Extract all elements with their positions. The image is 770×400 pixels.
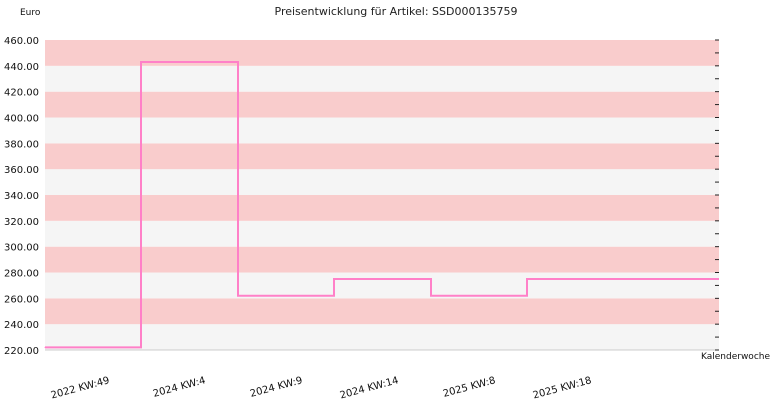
data-point <box>237 295 239 297</box>
y-tick-label: 300.00 <box>4 243 39 254</box>
x-axis-unit-label: Kalenderwoche <box>701 352 770 362</box>
data-point <box>333 295 335 297</box>
x-tick-label: 2025 KW:8 <box>442 375 497 400</box>
data-point <box>526 295 528 297</box>
band-1 <box>45 298 719 325</box>
y-axis: 220.00 240.00 260.00 280.00 300.00 320.00 340.… <box>4 36 719 357</box>
band-5 <box>45 195 719 221</box>
x-tick-label: 2024 KW:4 <box>152 375 207 400</box>
band-10 <box>45 65 719 92</box>
band-8 <box>45 117 719 144</box>
y-tick-label: 360.00 <box>4 165 39 176</box>
y-tick-label: 440.00 <box>4 62 39 73</box>
data-point <box>44 346 46 348</box>
y-tick-label: 340.00 <box>4 191 39 202</box>
data-point <box>430 278 432 280</box>
data-point <box>430 295 432 297</box>
y-tick-label: 240.00 <box>4 320 39 331</box>
price-series <box>44 60 719 349</box>
band-9 <box>45 91 719 118</box>
x-tick-label: 2024 KW:9 <box>249 375 304 400</box>
x-tick-label: 2022 KW:49 <box>50 375 111 400</box>
band-7 <box>45 143 719 170</box>
band-2 <box>45 272 719 299</box>
data-point <box>140 346 142 348</box>
y-axis-unit-label: Euro <box>20 8 41 18</box>
y-tick-label: 460.00 <box>4 36 39 47</box>
series-line <box>45 60 719 349</box>
x-axis: 2022 KW:49 2024 KW:4 2024 KW:9 2024 KW:14 20… <box>50 375 593 400</box>
band-4 <box>45 220 719 247</box>
y-tick-label: 380.00 <box>4 139 39 150</box>
chart-title: Preisentwicklung für Artikel: SSD0001357… <box>275 5 518 18</box>
band-6 <box>45 169 719 195</box>
y-tick-label: 400.00 <box>4 114 39 125</box>
data-point <box>526 278 528 280</box>
y-tick-label: 220.00 <box>4 346 39 357</box>
y-tick-label: 280.00 <box>4 269 39 280</box>
right-axis-ticks <box>715 39 719 351</box>
y-tick-label: 420.00 <box>4 88 39 99</box>
band-3 <box>45 246 719 273</box>
x-tick-label: 2024 KW:14 <box>339 375 400 400</box>
data-point <box>237 61 239 63</box>
x-tick-label: 2025 KW:18 <box>532 375 593 400</box>
data-point <box>140 61 142 63</box>
background-bands <box>45 40 719 350</box>
y-tick-label: 320.00 <box>4 217 39 228</box>
band-0 <box>45 324 719 350</box>
data-point <box>333 278 335 280</box>
y-tick-label: 260.00 <box>4 294 39 305</box>
